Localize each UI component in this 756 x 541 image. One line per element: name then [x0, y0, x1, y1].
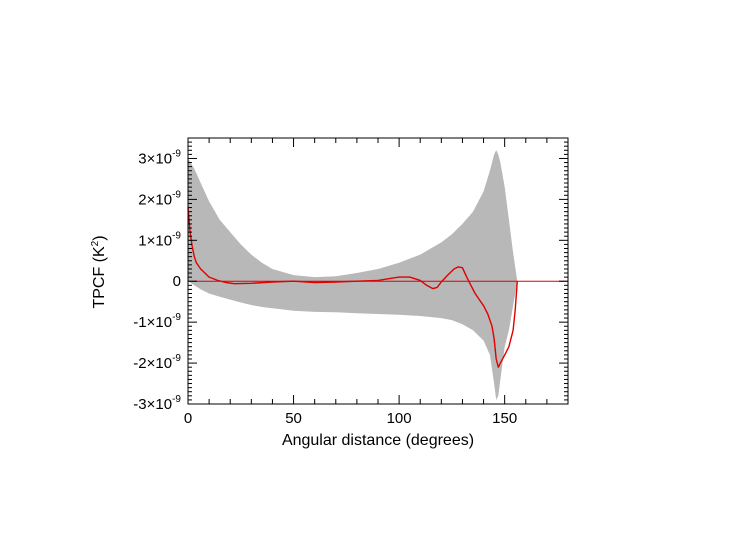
- axes: 0 50 100 150 3×10-9 2×10-9 1×10-9 0 -1×10-9 -2×10…: [133, 137, 569, 427]
- x-axis-title: Angular distance (degrees): [282, 432, 474, 449]
- tpcf-series-line-1: [187, 207, 518, 368]
- x-tick-label: 100: [387, 410, 412, 427]
- y-tick-label: 1×10-9: [138, 230, 181, 249]
- y-tick-label: -1×10-9: [133, 312, 181, 331]
- y-tick-label: 3×10-9: [138, 148, 181, 167]
- y-axis-title-close: ): [91, 235, 108, 240]
- y-axis-title-main: TPCF (K: [91, 246, 108, 309]
- y-axis-title-superscript: 2: [90, 240, 101, 246]
- x-tick-label: 50: [285, 410, 302, 427]
- y-tick-label: -3×10-9: [133, 394, 181, 413]
- x-tick-label: 0: [184, 410, 192, 427]
- plot-area: [187, 150, 568, 400]
- y-tick-label: -2×10-9: [133, 353, 181, 372]
- y-tick-label: 0: [173, 273, 181, 290]
- y-tick-label: 2×10-9: [138, 189, 181, 208]
- uncertainty-band: [188, 150, 518, 400]
- y-axis-title: TPCF (K2): [90, 235, 108, 308]
- x-tick-label: 150: [492, 410, 517, 427]
